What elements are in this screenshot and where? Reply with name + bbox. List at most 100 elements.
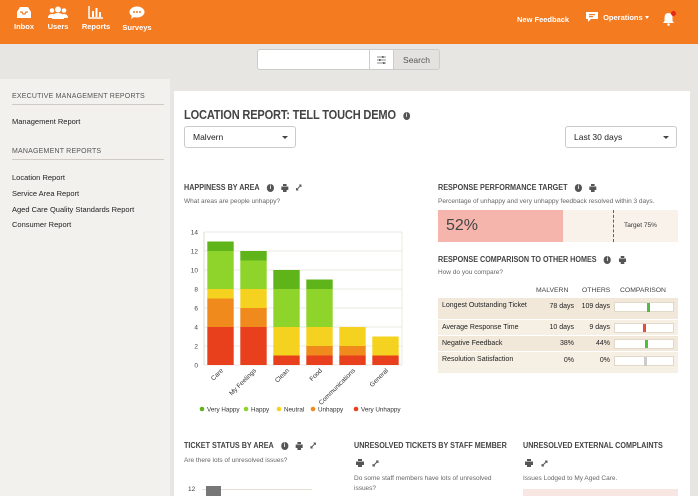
bar-segment bbox=[372, 336, 399, 356]
comparison-rows: Longest Outstanding Ticket 78 days 109 day… bbox=[438, 298, 678, 374]
operations-menu[interactable]: Operations bbox=[586, 12, 649, 23]
sidebar-item-location-report[interactable]: Location Report bbox=[12, 173, 65, 182]
report-card: LOCATION REPORT: TELL TOUCH DEMO i Malve… bbox=[174, 91, 690, 496]
col-header: MALVERN bbox=[536, 287, 569, 294]
info-icon[interactable]: i bbox=[266, 183, 274, 192]
complaints-title: UNRESOLVED EXTERNAL COMPLAINTS bbox=[523, 441, 663, 450]
users-icon bbox=[48, 6, 68, 19]
reports-icon bbox=[88, 6, 103, 19]
comparison-track bbox=[614, 323, 674, 333]
legend-label: Neutral bbox=[284, 407, 304, 414]
nav-reports[interactable]: Reports bbox=[76, 6, 116, 31]
col-header: COMPARISON bbox=[620, 287, 666, 294]
search-button[interactable]: Search bbox=[394, 49, 440, 70]
period-select[interactable]: Last 30 days bbox=[565, 126, 677, 148]
comparison-track bbox=[614, 339, 674, 349]
comparison-row: Negative Feedback 38% 44% bbox=[438, 336, 678, 352]
x-tick-label: General bbox=[369, 367, 391, 389]
complaints-subtitle: Issues Lodged to My Aged Care. bbox=[523, 475, 618, 482]
info-icon[interactable]: i bbox=[574, 183, 583, 192]
expand-icon[interactable] bbox=[372, 460, 379, 467]
others-value: 44% bbox=[595, 340, 610, 347]
row-label: Longest Outstanding Ticket bbox=[442, 302, 527, 309]
comparison-subtitle: How do you compare? bbox=[438, 269, 504, 276]
expand-icon[interactable] bbox=[310, 442, 316, 449]
new-feedback-link[interactable]: New Feedback bbox=[517, 15, 570, 24]
operations-label: Operations bbox=[603, 13, 643, 22]
performance-title-text: RESPONSE PERFORMANCE TARGET bbox=[438, 183, 568, 192]
info-icon[interactable]: i bbox=[603, 255, 612, 264]
y-tick-label: 8 bbox=[194, 287, 198, 294]
ticket-status-subtitle: Are there lots of unresolved issues? bbox=[184, 457, 288, 464]
row-label: Resolution Satisfaction bbox=[442, 356, 514, 363]
print-icon[interactable] bbox=[525, 459, 533, 467]
filter-button[interactable] bbox=[370, 49, 394, 70]
print-icon[interactable] bbox=[618, 255, 626, 264]
bar-segment bbox=[306, 346, 333, 356]
print-icon[interactable] bbox=[281, 183, 289, 192]
happiness-subtitle: What areas are people unhappy? bbox=[184, 198, 281, 205]
x-tick-label: Care bbox=[210, 367, 225, 382]
malvern-value: 78 days bbox=[549, 303, 574, 310]
bar-segment bbox=[306, 279, 333, 289]
sidebar-item-consumer-report[interactable]: Consumer Report bbox=[12, 220, 72, 229]
y-tick-label: 0 bbox=[194, 363, 198, 370]
bar-segment bbox=[306, 289, 333, 327]
sidebar: EXECUTIVE MANAGEMENT REPORTS Management … bbox=[0, 79, 170, 496]
expand-icon[interactable] bbox=[541, 460, 548, 467]
gridline bbox=[202, 489, 312, 490]
bar-segment bbox=[306, 327, 333, 346]
sidebar-divider bbox=[12, 104, 164, 105]
y-tick-label: 10 bbox=[191, 268, 199, 275]
search-input[interactable] bbox=[257, 49, 370, 70]
legend-label: Happy bbox=[251, 407, 270, 414]
comparison-marker bbox=[644, 357, 647, 366]
legend-swatch bbox=[199, 406, 205, 412]
info-icon[interactable]: i bbox=[280, 441, 289, 450]
unresolved-staff-tools bbox=[356, 459, 379, 469]
comparison-marker bbox=[646, 303, 650, 312]
y-tick-label: 12 bbox=[191, 249, 199, 256]
y-tick-label: 6 bbox=[194, 306, 198, 313]
page-title-text: LOCATION REPORT: TELL TOUCH DEMO bbox=[184, 107, 396, 122]
comparison-table: MALVERN OTHERS COMPARISON Longest Outsta… bbox=[438, 284, 678, 374]
y-tick-label: 12 bbox=[188, 486, 196, 493]
chevron-down-icon bbox=[663, 136, 669, 139]
target-line bbox=[613, 210, 614, 242]
sidebar-item-aged-care-report[interactable]: Aged Care Quality Standards Report bbox=[12, 205, 135, 214]
others-value: 0% bbox=[599, 357, 610, 364]
print-icon[interactable] bbox=[356, 459, 364, 467]
bar-segment bbox=[240, 308, 267, 327]
nav-surveys[interactable]: Surveys bbox=[117, 6, 157, 32]
y-tick-label: 14 bbox=[191, 230, 199, 237]
print-icon[interactable] bbox=[589, 183, 597, 192]
x-tick-label: Food bbox=[308, 367, 324, 383]
sidebar-item-management-report[interactable]: Management Report bbox=[12, 117, 81, 126]
chevron-down-icon bbox=[282, 136, 288, 139]
legend-swatch bbox=[276, 406, 282, 412]
print-icon[interactable] bbox=[295, 441, 303, 450]
bar-segment bbox=[207, 289, 234, 299]
complaints-tools bbox=[525, 459, 548, 469]
comparison-row: Longest Outstanding Ticket 78 days 109 day… bbox=[438, 298, 678, 320]
bar-segment bbox=[207, 241, 234, 251]
location-select[interactable]: Malvern bbox=[184, 126, 296, 148]
legend-swatch bbox=[243, 406, 249, 412]
performance-title: RESPONSE PERFORMANCE TARGET i bbox=[438, 183, 597, 192]
nav-users[interactable]: Users bbox=[38, 6, 78, 31]
y-tick-label: 4 bbox=[194, 325, 198, 332]
notifications-bell[interactable] bbox=[662, 11, 676, 28]
info-icon[interactable]: i bbox=[403, 111, 410, 120]
bar-segment bbox=[240, 260, 267, 289]
sidebar-heading: MANAGEMENT REPORTS bbox=[12, 148, 102, 155]
bar-segment bbox=[273, 289, 300, 327]
performance-value: 52% bbox=[446, 217, 479, 234]
sidebar-item-service-area-report[interactable]: Service Area Report bbox=[12, 189, 80, 198]
expand-icon[interactable] bbox=[296, 184, 302, 191]
happiness-title: HAPPINESS BY AREA i bbox=[184, 183, 302, 192]
others-value: 9 days bbox=[589, 324, 610, 331]
legend-label: Very Happy bbox=[207, 407, 240, 414]
nav-inbox[interactable]: Inbox bbox=[4, 6, 44, 31]
bar-segment bbox=[273, 355, 300, 365]
bar-segment bbox=[240, 327, 267, 365]
